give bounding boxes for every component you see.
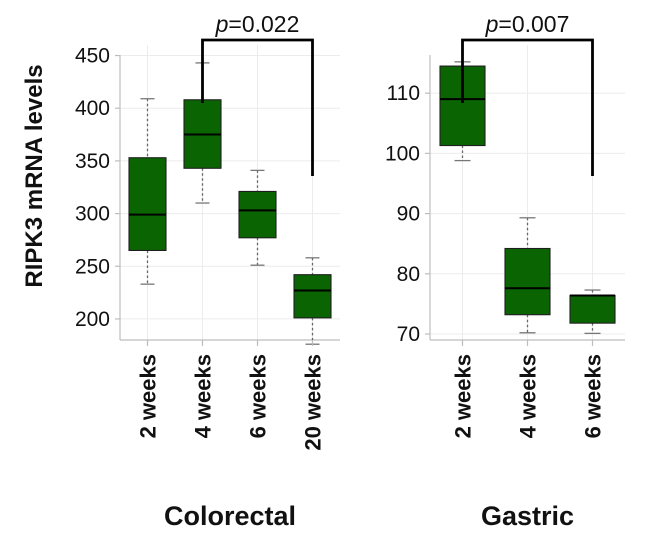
iqr-box [128, 157, 167, 251]
x-tick-label: 4 weeks [516, 354, 541, 438]
iqr-box [238, 190, 277, 239]
y-tick-label: 80 [397, 263, 420, 286]
y-tick-label: 450 [75, 45, 110, 68]
box-6-weeks [569, 289, 616, 335]
significance-bracket [201, 38, 314, 176]
x-tick-label: 6 weeks [246, 354, 271, 438]
x-tick-label: 20 weeks [301, 354, 326, 451]
y-tick-label: 300 [75, 203, 110, 226]
y-tick-label: 70 [397, 323, 420, 346]
y-tick-label: 110 [387, 82, 420, 105]
panel-title: Gastric [481, 501, 574, 531]
y-tick-label: 90 [397, 203, 420, 226]
y-tick-label: 100 [385, 142, 420, 165]
iqr-box [569, 294, 616, 324]
y-tick-label: 400 [75, 97, 110, 120]
box-2-weeks [128, 98, 167, 285]
x-tick-label: 2 weeks [451, 354, 476, 438]
iqr-box [504, 247, 551, 316]
panel-gastric: 70 80 90 100 110 2 weeks 4 weeks 6 weeks Gastric… [385, 11, 625, 531]
y-tick-label: 350 [75, 150, 110, 173]
iqr-box [293, 274, 332, 319]
p-value-label: p=0.022 [215, 11, 300, 37]
panels: 200 250 300 350 400 450 2 weeks 4 weeks 6 weeks 2… [75, 11, 625, 531]
box-6-weeks [238, 169, 277, 266]
significance-bracket [461, 38, 594, 176]
box-4-weeks [504, 217, 551, 334]
x-tick-label: 6 weeks [581, 354, 606, 438]
p-value-label: p=0.007 [485, 11, 570, 37]
y-axis-label: RIPK3 mRNA levels [21, 64, 48, 287]
panel-colorectal: 200 250 300 350 400 450 2 weeks 4 weeks 6 weeks 2… [75, 11, 340, 531]
x-tick-label: 4 weeks [191, 354, 216, 438]
y-tick-label: 250 [75, 255, 110, 278]
y-tick-label: 200 [75, 308, 110, 331]
x-tick-label: 2 weeks [136, 354, 161, 438]
panel-title: Colorectal [164, 501, 296, 531]
box-20-weeks [293, 257, 332, 345]
